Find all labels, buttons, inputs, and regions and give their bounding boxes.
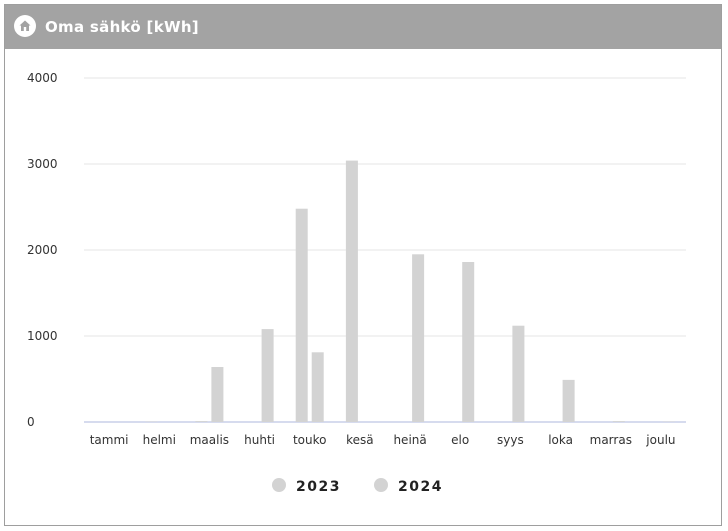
x-tick-label: loka [548,433,573,447]
bar-2023-kesä [345,160,358,422]
x-tick-label: kesä [346,433,374,447]
home-icon [14,15,36,37]
bar-2024-maalis [211,367,224,422]
x-tick-label: maalis [190,433,229,447]
x-tick-label: syys [497,433,524,447]
bar-2023-touko [295,208,308,422]
legend-marker-2024 [374,478,388,492]
chart-card: Oma sähkö [kWh] [4,4,722,526]
x-tick-label: tammi [90,433,129,447]
legend-marker-2023 [272,478,286,492]
bar-2024-marras [612,421,625,422]
y-tick-label: 0 [27,415,35,429]
bar-2024-loka [562,379,575,422]
bar-2024-touko [311,352,324,422]
bar-2023-maalis [195,421,208,422]
x-tick-label: heinä [393,433,426,447]
y-tick-label: 2000 [27,243,58,257]
card-header: Oma sähkö [kWh] [5,5,721,49]
x-tick-label: touko [293,433,327,447]
bar-2024-heinä [412,254,425,422]
legend-label-2024: 2024 [398,479,443,495]
bar-2024-elo [462,262,475,422]
x-tick-label: joulu [645,433,675,447]
legend-label-2023: 2023 [296,479,341,495]
x-tick-label: helmi [143,433,176,447]
x-tick-label: huhti [244,433,275,447]
y-tick-label: 3000 [27,157,58,171]
x-tick-label: elo [451,433,469,447]
bar-2024-huhti [261,329,274,422]
x-tick-label: marras [590,433,632,447]
card-title: Oma sähkö [kWh] [45,18,199,36]
bar-2024-syys [512,325,525,422]
y-tick-label: 1000 [27,329,58,343]
y-tick-label: 4000 [27,71,58,85]
